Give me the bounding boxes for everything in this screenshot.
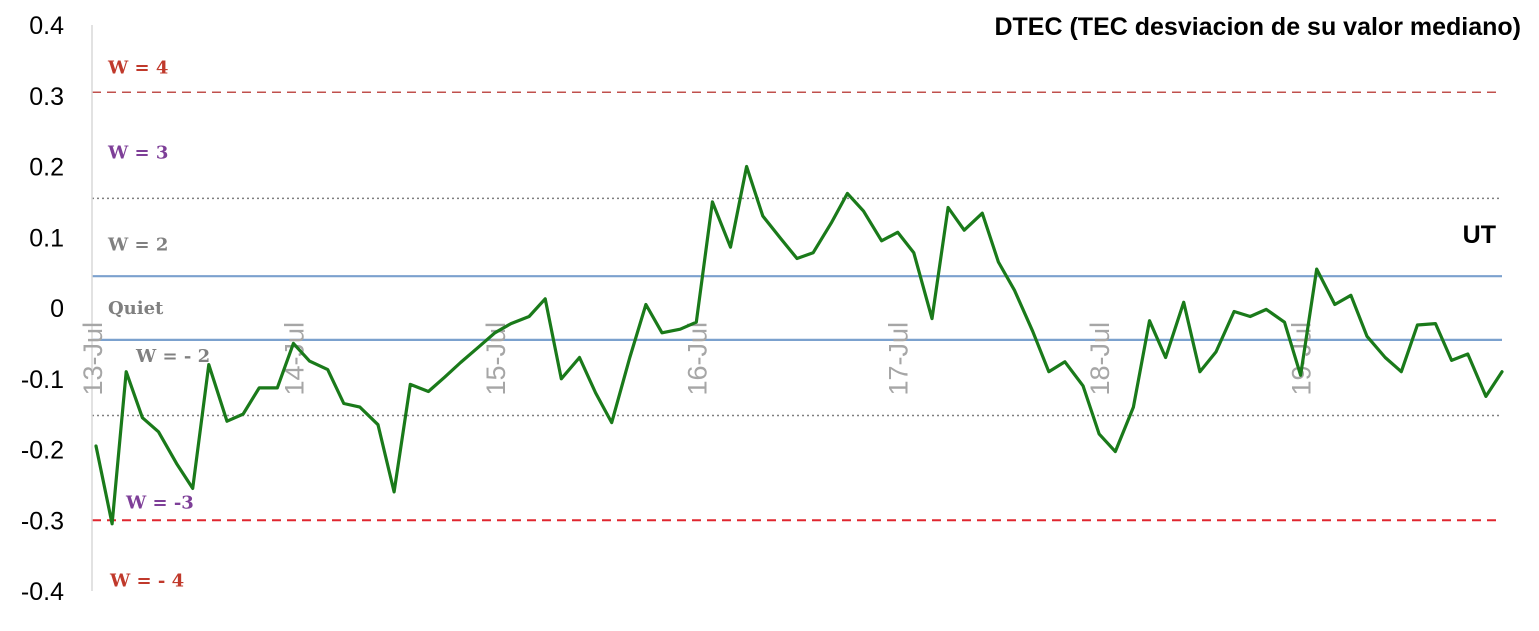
band-label: W = 4 [107,57,168,78]
x-axis-ticks: 13-Jul 14-Jul 15-Jul 16-Jul 17-Jul 18-Jul 19-J… [78,322,1317,396]
band-label: W = 2 [107,234,168,255]
x-tick-label: 15-Jul [481,322,511,396]
x-tick-label: 14-Jul [279,322,309,396]
y-tick-label: -0.3 [21,507,64,535]
y-tick-label: -0.1 [21,366,64,394]
reference-lines [92,91,1502,522]
x-tick-label: 17-Jul [884,322,914,396]
x-axis-label: UT [1463,221,1496,249]
x-tick-label: 16-Jul [682,322,712,396]
y-tick-label: 0.1 [29,224,64,252]
y-axis-ticks: 0.4 0.3 0.2 0.1 0 -0.1 -0.2 -0.3 -0.4 [21,12,64,606]
y-tick-label: 0.2 [29,154,64,182]
band-label: W = -3 [125,493,194,514]
band-label: W = - 2 [135,346,210,367]
series-line-dtec [94,164,1504,526]
y-tick-label: -0.2 [21,437,64,465]
x-tick-label: 13-Jul [78,322,108,396]
chart-title: DTEC (TEC desviacion de su valor mediano… [994,13,1521,41]
band-label: Quiet [108,298,164,319]
x-tick-label: 18-Jul [1085,322,1115,396]
y-tick-label: 0 [50,295,64,323]
band-label: W = - 4 [109,570,184,591]
band-label: W = 3 [107,142,168,163]
y-tick-label: 0.4 [29,12,64,40]
y-tick-label: 0.3 [29,83,64,111]
y-tick-label: -0.4 [21,578,64,606]
band-labels: W = 4 W = 3 W = 2 Quiet W = - 2 W = -3 W = - 4 [107,57,210,591]
